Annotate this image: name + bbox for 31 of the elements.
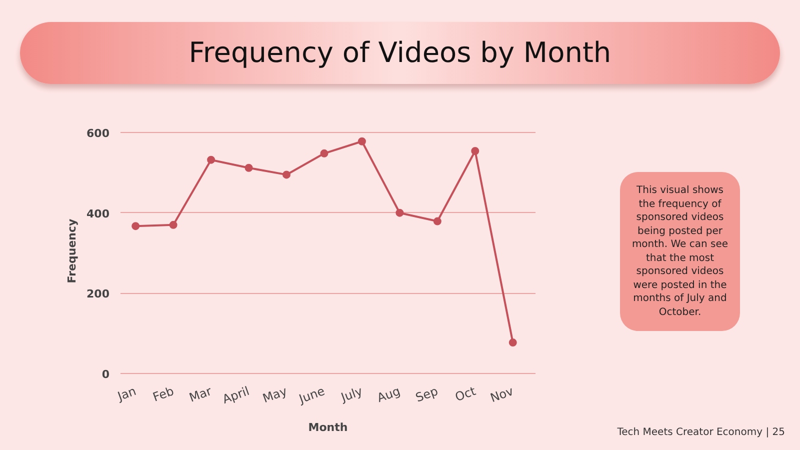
chart-title: Frequency of Videos by Month xyxy=(20,22,780,84)
y-tick-label: 200 xyxy=(86,288,110,301)
x-tick-label: Feb xyxy=(150,384,176,404)
y-tick-label: 400 xyxy=(86,207,110,220)
y-axis-title: Frequency xyxy=(66,218,79,284)
point xyxy=(169,220,178,229)
text: This visual shows the frequency of sponsored videos being posted per month. We can see that the most sponsored videos were posted in the months of July and October. xyxy=(632,185,728,318)
point xyxy=(508,338,517,347)
point xyxy=(132,222,140,230)
x-tick-label: June xyxy=(296,384,327,406)
x-tick-label: Jan xyxy=(114,384,138,404)
x-tick-label: May xyxy=(260,384,289,406)
y-tick-label: 0 xyxy=(102,368,110,381)
point xyxy=(282,170,290,179)
point xyxy=(320,149,328,158)
point xyxy=(471,147,480,156)
x-tick-label: Nov xyxy=(488,384,516,406)
x-axis-title: Month xyxy=(308,421,348,434)
x-tick-label: Oct xyxy=(453,384,478,404)
y-tick-label: 600 xyxy=(86,127,110,140)
point xyxy=(207,156,216,164)
point xyxy=(244,164,253,172)
x-tick-label: Mar xyxy=(187,384,214,405)
point xyxy=(358,137,366,146)
x-tick-label: Sep xyxy=(414,384,440,405)
x-tick-label: Aug xyxy=(375,384,402,406)
text: Tech Meets Creator Economy | 25 xyxy=(617,427,785,438)
x-tick-label: April xyxy=(220,384,252,406)
point xyxy=(433,217,442,226)
point xyxy=(396,208,404,217)
x-tick-label: July xyxy=(338,384,364,405)
